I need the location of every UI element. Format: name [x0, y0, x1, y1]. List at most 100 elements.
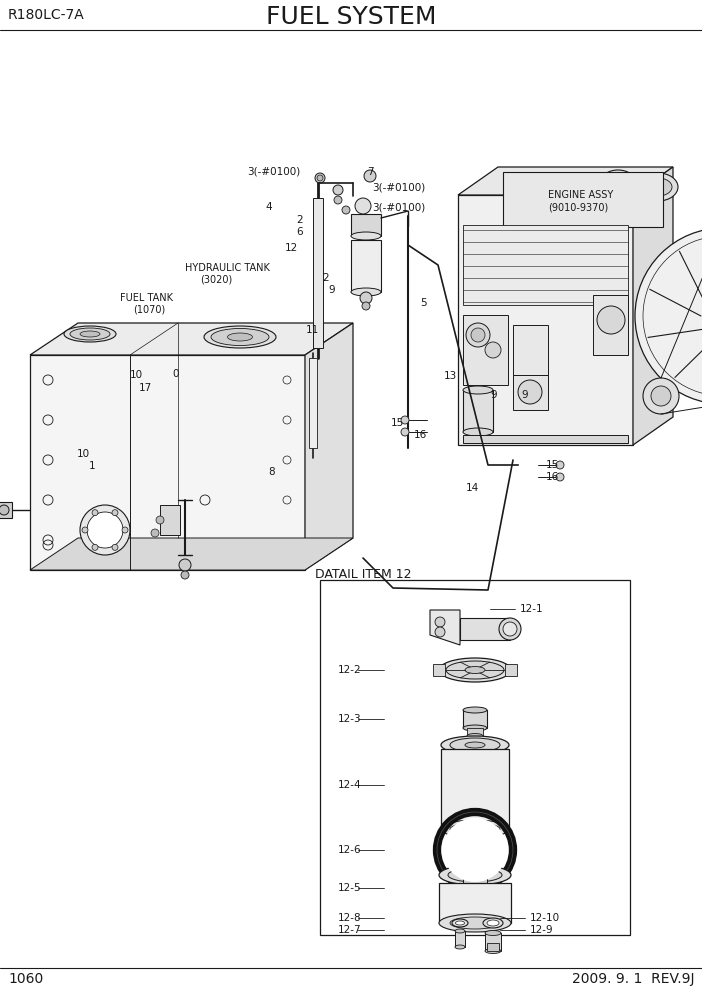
Bar [503, 172, 663, 227]
Circle shape [401, 428, 409, 436]
Ellipse shape [204, 326, 276, 348]
Circle shape [181, 571, 189, 579]
Text: 15: 15 [391, 418, 404, 428]
Ellipse shape [463, 386, 493, 394]
Text: 12: 12 [285, 243, 298, 253]
Ellipse shape [463, 888, 487, 895]
Ellipse shape [64, 326, 116, 342]
Ellipse shape [0, 505, 9, 515]
Ellipse shape [70, 328, 110, 340]
Bar [460, 618, 510, 640]
Bar [455, 931, 465, 947]
Ellipse shape [607, 175, 629, 189]
Circle shape [122, 527, 128, 533]
Circle shape [92, 510, 98, 516]
Ellipse shape [87, 512, 123, 548]
Ellipse shape [80, 505, 130, 555]
Text: FUEL TANK: FUEL TANK [120, 293, 173, 303]
Bar [467, 728, 483, 736]
Circle shape [317, 175, 323, 181]
Polygon shape [30, 538, 353, 570]
Circle shape [82, 527, 88, 533]
Circle shape [643, 378, 679, 414]
Bar [463, 873, 487, 891]
Bar [463, 435, 628, 443]
Bar [351, 214, 381, 236]
Circle shape [333, 185, 343, 195]
Circle shape [597, 306, 625, 334]
Ellipse shape [483, 918, 503, 928]
Bar [439, 883, 511, 923]
Text: 12-1: 12-1 [520, 604, 543, 614]
Bar [487, 943, 499, 951]
Polygon shape [633, 167, 673, 445]
Ellipse shape [456, 921, 465, 925]
Polygon shape [30, 355, 305, 570]
Bar [313, 198, 323, 348]
Circle shape [360, 292, 372, 304]
Bar [160, 505, 180, 535]
Bar [593, 295, 628, 355]
Ellipse shape [485, 948, 501, 953]
Text: 14: 14 [466, 483, 479, 493]
Text: FUEL SYSTEM: FUEL SYSTEM [266, 5, 436, 29]
Ellipse shape [351, 288, 381, 296]
Text: 1060: 1060 [8, 972, 44, 986]
Polygon shape [30, 323, 353, 355]
Text: 12-8: 12-8 [338, 913, 362, 923]
Ellipse shape [80, 331, 100, 337]
Circle shape [355, 198, 371, 214]
Ellipse shape [485, 930, 501, 935]
Ellipse shape [467, 733, 483, 738]
Ellipse shape [450, 823, 500, 835]
Text: 12-9: 12-9 [530, 925, 554, 935]
Text: 10: 10 [77, 449, 90, 459]
Bar [505, 664, 517, 676]
Bar [463, 390, 493, 432]
Bar [433, 664, 445, 676]
Text: (3020): (3020) [200, 275, 232, 285]
Polygon shape [458, 167, 673, 195]
Ellipse shape [499, 618, 521, 640]
Ellipse shape [463, 870, 487, 877]
Polygon shape [305, 323, 353, 570]
Bar [463, 710, 487, 728]
Bar [513, 375, 548, 410]
Text: 9: 9 [521, 390, 528, 400]
Text: (1070): (1070) [133, 305, 165, 315]
Ellipse shape [600, 170, 635, 194]
Text: 3(-#0100): 3(-#0100) [372, 202, 425, 212]
Ellipse shape [211, 328, 269, 345]
Ellipse shape [644, 178, 672, 196]
Ellipse shape [463, 725, 487, 731]
Text: 17: 17 [139, 383, 152, 393]
Bar [513, 325, 548, 375]
Circle shape [443, 818, 507, 882]
Text: 16: 16 [414, 430, 428, 440]
Circle shape [471, 328, 485, 342]
Text: 3(-#0100): 3(-#0100) [372, 183, 425, 193]
Text: 8: 8 [268, 467, 274, 477]
Circle shape [342, 206, 350, 214]
Text: 2: 2 [296, 215, 303, 225]
Bar [0, 502, 12, 518]
Bar [463, 315, 508, 385]
Text: 10: 10 [130, 370, 143, 380]
Ellipse shape [439, 658, 511, 682]
Circle shape [362, 302, 370, 310]
Text: 12-2: 12-2 [338, 665, 362, 675]
Ellipse shape [452, 919, 468, 927]
Ellipse shape [503, 622, 517, 636]
Polygon shape [458, 195, 633, 445]
Circle shape [315, 173, 325, 183]
Ellipse shape [463, 428, 493, 436]
Ellipse shape [455, 945, 465, 949]
Text: 3(-#0100): 3(-#0100) [246, 167, 300, 177]
Circle shape [92, 545, 98, 551]
Polygon shape [430, 610, 460, 645]
Bar [441, 749, 509, 829]
Circle shape [435, 627, 445, 637]
Ellipse shape [448, 868, 502, 882]
Text: 0: 0 [172, 369, 178, 379]
Text: 13: 13 [444, 371, 457, 381]
